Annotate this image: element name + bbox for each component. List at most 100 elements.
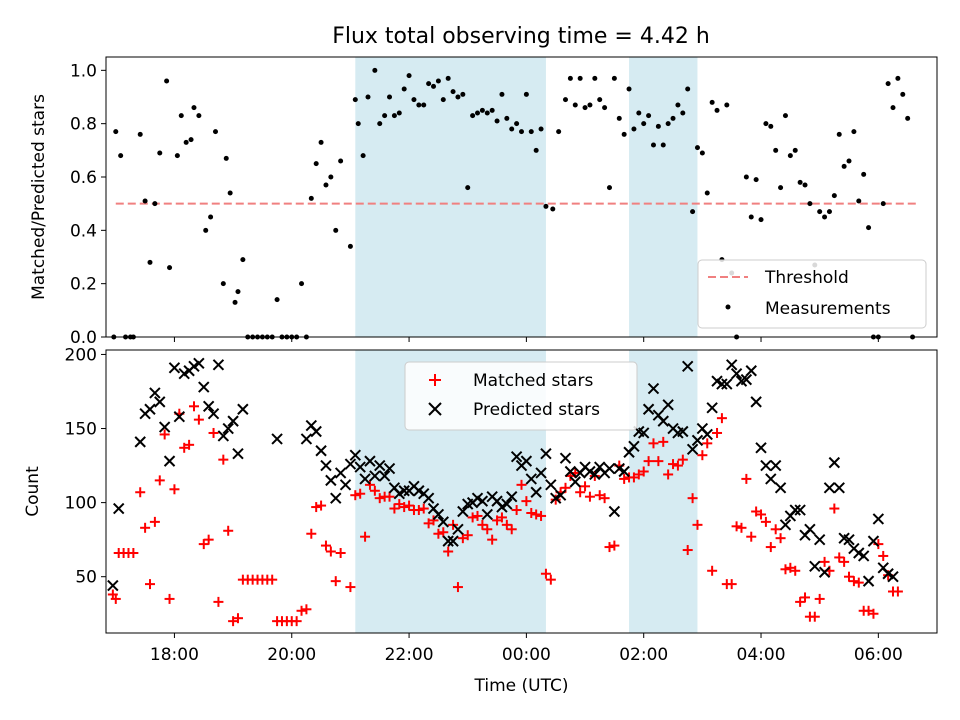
predicted-star-point bbox=[359, 473, 371, 485]
matched-star-point bbox=[506, 524, 517, 535]
predicted-star-point bbox=[828, 456, 841, 469]
matched-star-point bbox=[316, 500, 327, 511]
predicted-star-point bbox=[227, 415, 239, 427]
measurement-point bbox=[714, 107, 720, 113]
measurement-point bbox=[866, 225, 872, 231]
measurement-point bbox=[191, 105, 197, 111]
matched-star-point bbox=[682, 545, 693, 556]
x-tick-label: 22:00 bbox=[385, 645, 434, 665]
measurement-point bbox=[494, 118, 500, 124]
matched-star-point bbox=[193, 414, 204, 425]
predicted-star-point bbox=[618, 465, 630, 478]
matched-star-point bbox=[135, 487, 146, 498]
measurement-point bbox=[846, 158, 852, 164]
predicted-star-point bbox=[843, 533, 855, 546]
measurement-point bbox=[641, 121, 647, 127]
matched-star-point bbox=[746, 531, 757, 542]
measurement-point bbox=[616, 115, 622, 121]
predicted-star-point bbox=[677, 425, 689, 438]
measurement-point bbox=[475, 110, 481, 116]
predicted-star-point bbox=[207, 408, 220, 420]
y-tick-label: 0.0 bbox=[70, 328, 97, 348]
matched-star-point bbox=[350, 490, 361, 501]
measurement-point bbox=[235, 289, 241, 295]
matched-star-point bbox=[677, 454, 688, 465]
matched-star-point bbox=[355, 488, 366, 499]
predicted-stars-points bbox=[107, 357, 899, 592]
measurement-point bbox=[685, 86, 691, 92]
measurement-point bbox=[227, 190, 233, 196]
matched-star-point bbox=[531, 509, 542, 520]
matched-star-point bbox=[330, 576, 341, 587]
matched-star-point bbox=[702, 438, 713, 449]
measurement-point bbox=[313, 161, 319, 167]
matched-star-point bbox=[844, 571, 855, 582]
measurement-point bbox=[318, 139, 324, 145]
matched-star-point bbox=[301, 604, 312, 615]
measurement-point bbox=[665, 121, 671, 127]
measurement-point bbox=[763, 121, 769, 127]
measurement-point bbox=[807, 201, 813, 207]
matched-star-point bbox=[223, 525, 234, 536]
matched-star-point bbox=[741, 473, 752, 484]
measurement-point bbox=[514, 121, 520, 127]
measurement-point bbox=[440, 97, 446, 103]
matched-star-point bbox=[697, 450, 708, 461]
matched-star-point bbox=[428, 515, 439, 526]
matched-star-point bbox=[159, 429, 170, 440]
measurement-point bbox=[338, 158, 344, 164]
measurement-point bbox=[382, 113, 388, 119]
shaded-interval bbox=[629, 57, 698, 337]
predicted-star-point bbox=[554, 489, 567, 501]
matched-legend-swatch bbox=[429, 374, 441, 386]
matched-star-point bbox=[834, 552, 845, 563]
measurement-point bbox=[232, 299, 238, 305]
predicted-star-point bbox=[354, 461, 366, 473]
predicted-star-point bbox=[608, 505, 621, 518]
matched-star-point bbox=[692, 519, 703, 530]
measurement-point bbox=[831, 193, 837, 199]
predicted-star-point bbox=[202, 400, 215, 413]
matched-star-point bbox=[770, 524, 781, 535]
matched-star-point bbox=[829, 503, 840, 514]
measurement-point bbox=[851, 129, 857, 135]
matched-star-point bbox=[599, 493, 610, 504]
measurement-point bbox=[748, 214, 754, 220]
matched-star-point bbox=[345, 582, 356, 593]
matched-star-point bbox=[580, 481, 591, 492]
predicted-star-point bbox=[789, 504, 801, 516]
predicted-star-point bbox=[657, 415, 669, 427]
measurement-point bbox=[782, 113, 788, 119]
measurement-point bbox=[164, 78, 170, 84]
predicted-star-point bbox=[315, 445, 327, 457]
predicted-star-point bbox=[193, 357, 205, 370]
measurement-point bbox=[470, 113, 476, 119]
matched-star-point bbox=[418, 503, 429, 514]
predicted-star-point bbox=[369, 470, 381, 482]
predicted-star-point bbox=[476, 495, 489, 507]
matched-star-point bbox=[526, 507, 537, 518]
measurement-point bbox=[416, 102, 422, 108]
measurement-point bbox=[479, 107, 485, 113]
matched-star-point bbox=[110, 593, 121, 604]
measurement-point bbox=[377, 121, 383, 127]
predicted-star-point bbox=[149, 387, 161, 399]
matched-star-point bbox=[643, 456, 654, 467]
predicted-star-point bbox=[740, 373, 753, 386]
measurement-point bbox=[174, 153, 180, 159]
predicted-star-point bbox=[545, 479, 557, 491]
top-x-ticks bbox=[173, 337, 879, 342]
predicted-star-point bbox=[452, 523, 464, 535]
measurement-point bbox=[611, 75, 617, 81]
measurement-point bbox=[137, 131, 143, 137]
predicted-star-point bbox=[330, 492, 342, 504]
matched-star-point bbox=[404, 500, 415, 511]
measurement-point bbox=[602, 105, 608, 111]
y-tick-label: 0.2 bbox=[70, 275, 97, 295]
measurement-point bbox=[391, 113, 397, 119]
measurement-point bbox=[826, 209, 832, 215]
matched-star-point bbox=[892, 586, 903, 597]
matched-star-point bbox=[819, 556, 830, 567]
matched-star-point bbox=[775, 533, 786, 544]
matched-star-point bbox=[795, 596, 806, 607]
